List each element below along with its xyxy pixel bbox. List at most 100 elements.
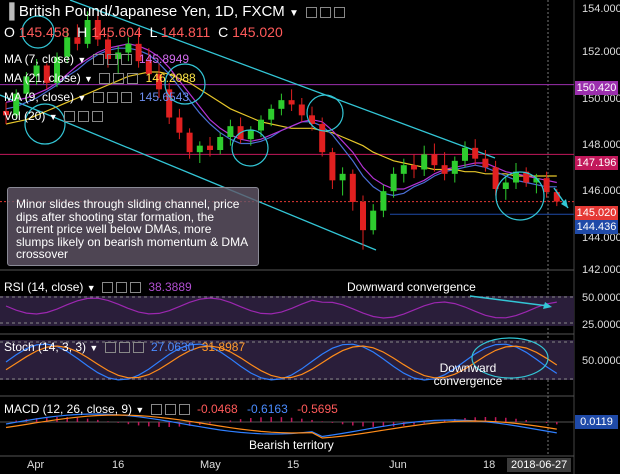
candle-body [84,20,91,44]
eye-icon[interactable] [92,92,104,104]
macd-signal-line [5,414,557,439]
price-tick: 154.000 [582,3,620,15]
candle-body [360,202,366,231]
candle-body [553,192,560,202]
gear-icon[interactable] [164,404,176,416]
high-value: 145.604 [91,24,142,40]
candle-body [176,117,183,133]
open-value: 145.458 [18,24,70,40]
candle-body [319,124,326,153]
candle-body [94,20,101,40]
candle-body [54,56,60,83]
ma7-legend[interactable]: MA (7, close) ▼ 145.8949 [4,52,190,66]
rsi-legend[interactable]: RSI (14, close) ▼ 38.3889 [4,280,192,294]
ohlc-row: O 145.458 H 145.604 L 144.811 C 145.020 [4,24,283,40]
rsi-annotation: Downward convergence [347,280,476,294]
low-value: 144.811 [160,24,211,40]
candle-body [431,154,438,166]
close-icon[interactable] [132,342,144,354]
rsi-label: RSI (14, close) [4,280,84,294]
macd-signal-value: -0.5695 [297,402,338,416]
eye-icon[interactable] [63,111,75,123]
gear-icon[interactable] [106,54,118,66]
gear-icon[interactable] [320,6,332,18]
candle-body [3,111,9,116]
candle-body [258,119,264,131]
candle-body [349,173,356,202]
current-date-label: 2018-06-27 [507,458,572,472]
stoch-k-line [5,343,558,381]
gear-icon[interactable] [77,111,89,123]
chevron-down-icon[interactable]: ▼ [288,8,299,19]
macd-line [5,413,557,438]
candle-body [207,145,213,150]
candle-body [43,65,50,83]
gear-icon[interactable] [113,73,125,85]
stoch-d-value: 31.8987 [201,340,246,354]
vol-legend[interactable]: Vol (20) ▼ [4,109,103,123]
price-marker-last: 145.020 [575,206,618,220]
gear-icon[interactable] [118,342,130,354]
eye-icon[interactable] [101,282,113,294]
candle-body [196,145,203,153]
eye-icon[interactable] [104,342,116,354]
ma9-legend[interactable]: MA (9, close) ▼ 145.6543 [4,90,190,104]
candle-body [156,74,162,90]
macd-legend[interactable]: MACD (12, 26, close, 9) ▼ -0.0468 -0.616… [4,402,338,416]
stoch-k-value: 27.0630 [151,340,195,354]
close-icon[interactable] [127,73,139,85]
price-tick: 142.000 [582,264,620,276]
collapse-icon[interactable]: ▐ [4,3,15,20]
price-tick: 144.000 [582,232,620,244]
candle-body [370,210,377,231]
candle-body [533,178,540,183]
ma7-value: 145.8949 [138,52,190,66]
price-marker-147: 147.196 [575,156,618,170]
macd-line-value: -0.6163 [247,402,288,416]
candle-body [339,173,346,181]
candle-body [298,104,305,116]
close-icon[interactable] [129,282,141,294]
macd-marker: 0.0119 [575,415,618,429]
candle-body [115,52,122,59]
analysis-note: Minor slides through sliding channel, pr… [7,187,259,266]
eye-icon[interactable] [306,6,318,18]
stoch-legend[interactable]: Stoch (14, 3, 3) ▼ 27.0630 31.8987 [4,340,246,354]
close-icon[interactable] [120,92,132,104]
candle-body [217,137,224,150]
candle-body [472,147,479,159]
rsi-arrow [469,295,549,307]
candle-body [411,165,417,170]
price-tick: 150.000 [582,93,620,105]
ma21-label: MA (21, close) [4,71,81,85]
candle-body [135,43,142,62]
channel-lower-line [0,94,377,251]
ma9-label: MA (9, close) [4,90,75,104]
candle-body [462,147,468,161]
eye-icon[interactable] [150,404,162,416]
candle-body [329,152,336,181]
eye-icon[interactable] [99,73,111,85]
close-icon[interactable] [120,54,132,66]
candle-body [288,100,295,105]
ma21-legend[interactable]: MA (21, close) ▼ 146.2088 [4,71,196,85]
rsi-arrow-head [543,302,552,309]
close-icon[interactable] [178,404,190,416]
close-icon[interactable] [91,111,103,123]
ma21-value: 146.2088 [145,71,196,85]
time-tick: May [200,459,221,471]
candle-body [186,132,193,153]
high-label: H [77,24,88,40]
gear-icon[interactable] [106,92,118,104]
close-value: 145.020 [232,24,283,40]
close-icon[interactable] [334,6,346,18]
rsi-line [5,297,557,319]
eye-icon[interactable] [92,54,104,66]
stoch-label: Stoch (14, 3, 3) [4,340,87,354]
ma9-value: 145.6543 [138,90,190,104]
gear-icon[interactable] [115,282,127,294]
open-label: O [4,24,15,40]
candle-body [64,37,71,57]
